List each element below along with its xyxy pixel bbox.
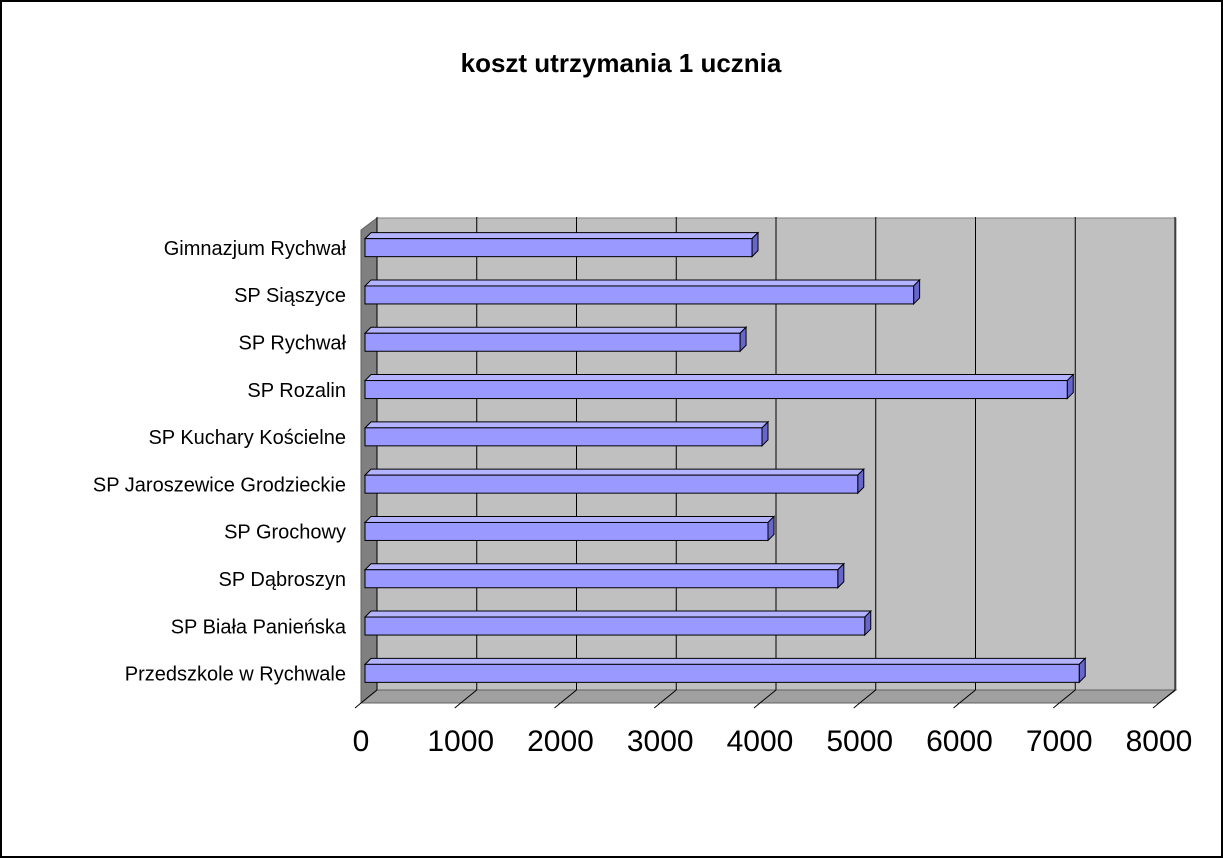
x-tick	[454, 702, 462, 709]
bar	[363, 562, 846, 589]
floor-tick	[1058, 689, 1076, 704]
bar	[363, 467, 865, 495]
bar-top	[363, 279, 921, 287]
bar-top	[363, 232, 760, 240]
y-tick-label: SP Kuchary Kościelne	[148, 427, 346, 449]
bar-front	[364, 238, 753, 258]
floor-tick	[460, 689, 478, 704]
x-tick-label: 4000	[727, 725, 794, 758]
bar-front	[364, 474, 859, 494]
y-tick-label: SP Siąszyce	[234, 285, 346, 307]
x-tick	[1152, 702, 1160, 709]
x-tick	[554, 702, 561, 709]
bar-top	[363, 657, 1087, 665]
bar	[363, 373, 1075, 400]
bar	[363, 278, 921, 306]
bar-top	[363, 326, 748, 334]
x-tick	[853, 702, 861, 709]
bar-top	[363, 468, 865, 476]
bar	[363, 515, 776, 542]
bar-top	[363, 610, 872, 618]
x-tick-label: 0	[353, 725, 370, 758]
y-tick-label: SP Biała Panieńska	[171, 616, 347, 638]
x-tick-label: 3000	[627, 725, 694, 758]
floor-tick	[959, 689, 976, 704]
floor-tick	[759, 689, 777, 704]
x-tick-label: 1000	[427, 725, 494, 758]
x-tick	[653, 702, 661, 709]
y-tick-label: SP Rozalin	[247, 380, 346, 402]
floor-tick	[659, 689, 677, 704]
y-tick-label: SP Grochowy	[224, 522, 346, 544]
floor-tick	[1158, 689, 1176, 704]
floor-tick	[360, 689, 378, 704]
x-tick	[753, 702, 761, 709]
bar-front	[364, 332, 741, 352]
y-tick-label: SP Jaroszewice Grodzieckie	[93, 474, 346, 496]
bar-top	[363, 515, 776, 523]
bar	[363, 326, 748, 353]
bar	[363, 231, 760, 258]
x-tick-label: 5000	[826, 725, 893, 758]
bar	[363, 657, 1087, 684]
chart-title: koszt utrzymania 1 ucznia	[461, 48, 782, 78]
bar-front	[364, 521, 769, 541]
bar-front	[364, 569, 839, 589]
bar-top	[363, 421, 770, 429]
x-tick-label: 8000	[1126, 725, 1193, 758]
y-tick-label: SP Rychwał	[239, 333, 347, 355]
bar-top	[363, 374, 1075, 382]
floor-tick	[859, 689, 877, 704]
y-tick-label: Przedszkole w Rychwale	[125, 664, 346, 686]
bar-front	[364, 663, 1080, 683]
bar	[363, 420, 770, 448]
x-tick	[354, 702, 362, 709]
bar	[363, 609, 872, 637]
floor-tick	[560, 689, 577, 704]
x-tick-label: 7000	[1026, 725, 1093, 758]
x-tick	[1052, 702, 1060, 709]
bar-front	[364, 616, 866, 636]
y-tick-label: SP Dąbroszyn	[219, 569, 346, 591]
y-tick-label: Gimnazjum Rychwał	[164, 238, 347, 260]
bar-top	[363, 563, 846, 571]
bar-front	[364, 285, 915, 305]
x-tick	[953, 702, 960, 709]
x-tick-label: 6000	[926, 725, 993, 758]
x-tick-label: 2000	[527, 725, 594, 758]
bar-front	[364, 380, 1068, 400]
bar-front	[364, 427, 763, 447]
